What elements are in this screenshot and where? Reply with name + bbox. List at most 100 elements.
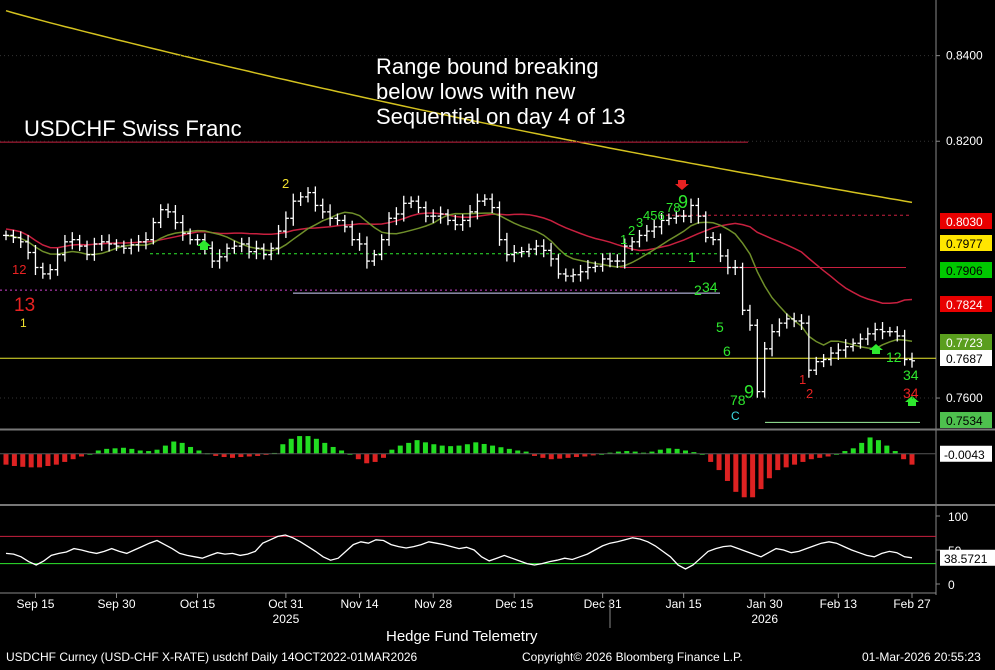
price-bar (592, 261, 599, 273)
macd-bar (397, 445, 403, 454)
macd-bar (313, 438, 319, 454)
sequential-count-label: 34 (702, 279, 718, 295)
price-bar (820, 354, 827, 368)
macd-bar (850, 448, 856, 454)
macd-bar (557, 453, 563, 459)
price-tick-label: 0.8400 (946, 49, 983, 63)
price-bar (290, 193, 297, 226)
price-bar (268, 242, 275, 261)
price-bar (621, 238, 628, 269)
macd-bar (120, 447, 126, 454)
price-bar (106, 234, 113, 252)
macd-bar (532, 453, 537, 456)
price-bar (688, 198, 695, 223)
macd-bar (3, 453, 9, 465)
price-bar (562, 268, 569, 282)
price-label-box (940, 213, 992, 229)
price-bar (10, 229, 17, 244)
macd-bar (297, 436, 303, 454)
macd-bar (884, 445, 890, 454)
sequential-count-label: 9 (678, 192, 688, 212)
macd-bar (733, 453, 739, 492)
price-label-value: 0.8030 (946, 215, 983, 229)
sequential-count-label: 1 (20, 316, 27, 330)
price-bar (746, 304, 753, 331)
macd-bar (448, 446, 454, 454)
macd-bar (540, 453, 546, 458)
macd-bar (624, 451, 630, 454)
macd-bar (79, 453, 84, 457)
macd-bar (666, 448, 672, 454)
x-tick-label: Oct 15 (180, 597, 216, 611)
sequential-count-label: 6 (723, 343, 731, 359)
sequential-count-label: 2 (694, 282, 702, 298)
price-bar (238, 237, 245, 253)
price-bar (128, 238, 135, 255)
sequential-count-label: C (731, 409, 740, 423)
sequential-count-label: 34 (903, 385, 919, 401)
price-bar (165, 203, 172, 219)
macd-bar (548, 453, 554, 460)
macd-value-label: -0.0043 (944, 448, 985, 462)
macd-bar (305, 436, 311, 454)
price-bar (636, 229, 643, 248)
macd-bar (95, 450, 101, 454)
price-tick-label: 0.8200 (946, 134, 983, 148)
sequential-count-label: 2 (628, 223, 635, 238)
macd-bar (37, 453, 43, 468)
price-bar (378, 234, 385, 261)
macd-bar (422, 442, 428, 454)
macd-bar (490, 445, 496, 454)
price-bar (39, 262, 46, 279)
price-bar (386, 212, 393, 246)
x-tick-label: Sep 15 (16, 597, 54, 611)
macd-bar (179, 442, 185, 454)
price-bar (651, 219, 658, 238)
price-bar (732, 259, 739, 276)
price-bar (577, 264, 584, 282)
price-bar (754, 319, 761, 398)
price-bar (599, 253, 606, 272)
macd-bar (280, 444, 286, 454)
macd-bar (372, 453, 378, 462)
sequential-count-label: 456 (643, 208, 665, 223)
macd-bar (70, 453, 76, 460)
price-bar (835, 343, 842, 360)
sequential-count-label: 9 (744, 382, 754, 402)
macd-bar (615, 451, 621, 454)
macd-bar (724, 453, 730, 481)
macd-bar (892, 451, 898, 454)
price-bar (32, 244, 39, 276)
moving-average-long (5, 9, 913, 204)
price-bar (312, 186, 319, 212)
macd-bar (825, 453, 831, 457)
macd-bar (523, 451, 529, 454)
macd-bar (196, 450, 202, 454)
price-bar (319, 198, 326, 219)
sequential-count-label: 13 (14, 295, 35, 316)
price-bar (467, 205, 474, 228)
price-bar (909, 352, 915, 368)
price-bar (673, 210, 680, 224)
macd-bar (230, 453, 235, 458)
price-bar (194, 234, 201, 246)
price-bar (798, 314, 805, 330)
price-bar (474, 193, 481, 220)
price-bar (223, 243, 230, 262)
price-bar (91, 237, 98, 261)
price-bar (665, 213, 672, 226)
price-label-value: 0.7534 (946, 414, 983, 428)
macd-bar (641, 452, 647, 454)
macd-bar (146, 451, 152, 454)
sequential-count-label: 1 (620, 232, 627, 247)
price-label-box (940, 350, 992, 366)
price-bar (518, 246, 525, 258)
macd-bar (515, 450, 521, 454)
x-tick-label: Dec 31 (584, 597, 622, 611)
price-bar (25, 234, 32, 260)
x-tick-label: Oct 31 (268, 597, 304, 611)
macd-bar (657, 449, 663, 454)
buy-arrow-icon (197, 240, 211, 250)
